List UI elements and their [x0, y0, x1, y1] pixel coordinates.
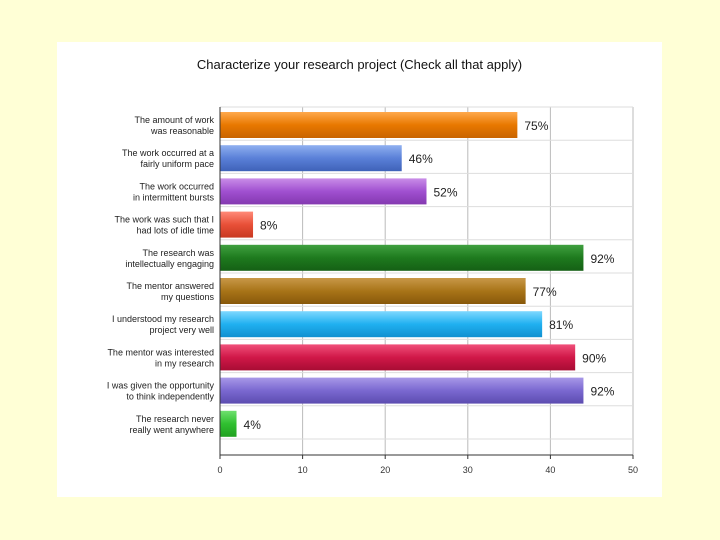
- data-label-2: 52%: [434, 185, 458, 199]
- bar-9: [220, 410, 237, 437]
- data-label-3: 8%: [260, 219, 278, 233]
- category-label-7: in my research: [155, 358, 214, 368]
- chart-title: Characterize your research project (Chec…: [196, 57, 523, 72]
- category-label-8: I was given the opportunity: [107, 381, 215, 391]
- category-label-9: really went anywhere: [129, 425, 214, 435]
- category-label-5: my questions: [161, 292, 215, 302]
- bar-7: [220, 344, 576, 371]
- bar-3: [220, 211, 254, 238]
- x-tick-label-4: 40: [545, 465, 555, 475]
- bar-0: [220, 112, 518, 138]
- chart-panel: Characterize your research project (Chec…: [57, 42, 662, 497]
- category-label-1: fairly uniform pace: [140, 159, 214, 169]
- category-label-7: The mentor was interested: [107, 347, 214, 357]
- category-label-5: The mentor answered: [126, 281, 214, 291]
- data-label-8: 92%: [590, 385, 614, 399]
- category-label-0: The amount of work: [134, 115, 214, 125]
- bar-2: [220, 178, 427, 205]
- category-label-8: to think independently: [126, 392, 214, 402]
- x-tick-label-3: 30: [463, 465, 473, 475]
- category-label-2: in intermittent bursts: [133, 192, 215, 202]
- category-label-3: had lots of idle time: [136, 226, 214, 236]
- category-label-2: The work occurred: [139, 181, 214, 191]
- category-label-6: project very well: [149, 325, 214, 335]
- bar-1: [220, 145, 402, 172]
- category-label-1: The work occurred at a: [122, 148, 214, 158]
- data-label-9: 4%: [244, 418, 262, 432]
- data-label-5: 77%: [533, 285, 557, 299]
- data-label-6: 81%: [549, 318, 573, 332]
- data-label-1: 46%: [409, 152, 433, 166]
- category-label-4: intellectually engaging: [125, 259, 214, 269]
- x-tick-label-0: 0: [217, 465, 222, 475]
- category-label-0: was reasonable: [150, 126, 214, 136]
- data-label-4: 92%: [590, 252, 614, 266]
- category-label-4: The research was: [142, 248, 214, 258]
- data-label-0: 75%: [524, 119, 548, 133]
- data-label-7: 90%: [582, 351, 606, 365]
- category-label-9: The research never: [136, 414, 214, 424]
- bar-5: [220, 278, 526, 304]
- x-tick-label-2: 20: [380, 465, 390, 475]
- x-tick-label-1: 10: [298, 465, 308, 475]
- x-tick-label-5: 50: [628, 465, 638, 475]
- bar-8: [220, 377, 584, 404]
- category-label-3: The work was such that I: [114, 215, 214, 225]
- bar-4: [220, 244, 584, 271]
- bar-6: [220, 311, 543, 338]
- category-label-6: I understood my research: [112, 314, 214, 324]
